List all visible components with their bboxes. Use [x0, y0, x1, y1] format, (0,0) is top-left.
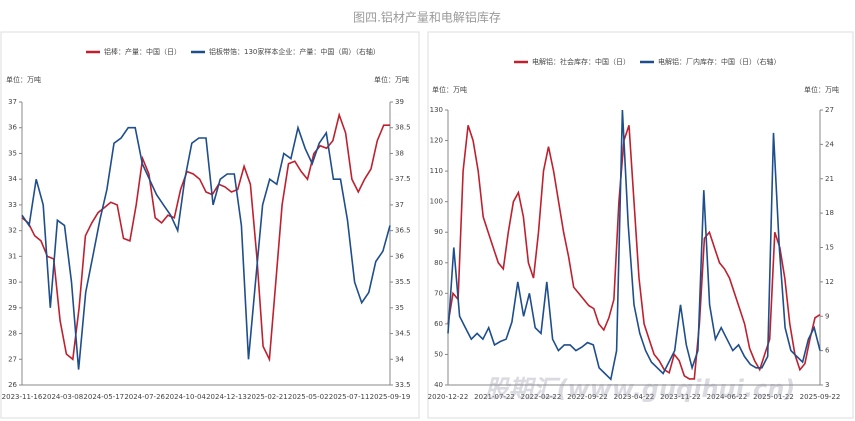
legend-label: 铝板带箔：130家样本企业：产量：中国（周）（右轴）	[209, 47, 380, 56]
y-tick-label: 40	[434, 381, 443, 389]
y-tick-label: 37	[8, 98, 17, 106]
y-tick-label: 33	[8, 201, 17, 209]
legend-label: 电解铝：社会库存：中国（日）	[532, 57, 630, 66]
y2-tick-label: 35	[395, 304, 404, 312]
x-tick-label: 2025-09-19	[370, 393, 411, 401]
y2-tick-label: 3	[825, 381, 829, 389]
x-tick-label: 2021-07-22	[474, 393, 515, 401]
y-tick-label: 90	[434, 228, 443, 236]
y-tick-label: 60	[434, 320, 443, 328]
y-axis-label: 单位：万吨	[432, 85, 467, 94]
page-title: 图四.铝材产量和电解铝库存	[353, 10, 501, 25]
x-tick-label: 2022-09-22	[567, 393, 608, 401]
y-tick-label: 70	[434, 289, 443, 297]
y-tick-label: 50	[434, 350, 443, 358]
y-tick-label: 27	[8, 355, 17, 363]
y2-tick-label: 33.5	[395, 381, 411, 389]
legend-label: 铝棒：产量：中国（日）	[104, 47, 181, 56]
x-tick-label: 2023-11-22	[660, 393, 701, 401]
y2-tick-label: 36.5	[395, 227, 411, 235]
y-tick-label: 34	[8, 175, 17, 183]
y-tick-label: 26	[8, 381, 17, 389]
y2-tick-label: 27	[825, 106, 834, 114]
y2-tick-label: 12	[825, 278, 834, 286]
x-tick-label: 2023-04-22	[614, 393, 655, 401]
y-tick-label: 30	[8, 278, 17, 286]
y-tick-label: 80	[434, 259, 443, 267]
y2-tick-label: 37.5	[395, 175, 411, 183]
y2-tick-label: 9	[825, 312, 829, 320]
x-tick-label: 2024-05-17	[83, 393, 124, 401]
series-line	[447, 109, 821, 381]
y2-tick-label: 38	[395, 149, 404, 157]
y-tick-label: 35	[8, 149, 17, 157]
x-tick-label: 2024-10-04	[165, 393, 206, 401]
y-tick-label: 100	[430, 198, 443, 206]
y2-tick-label: 21	[825, 175, 834, 183]
panel	[427, 31, 854, 419]
x-tick-label: 2025-07-11	[329, 393, 370, 401]
y2-tick-label: 36	[395, 252, 404, 260]
y-tick-label: 29	[8, 304, 17, 312]
y2-tick-label: 18	[825, 209, 834, 217]
series-line	[21, 124, 391, 370]
y-tick-label: 120	[430, 137, 443, 145]
x-tick-label: 2022-02-22	[521, 393, 562, 401]
x-tick-label: 2020-12-22	[428, 393, 469, 401]
y2-axis-label: 单位：万吨	[804, 85, 839, 94]
y2-tick-label: 35.5	[395, 278, 411, 286]
x-tick-label: 2023-11-16	[2, 393, 43, 401]
y-axis-label: 单位：万吨	[6, 75, 41, 84]
x-tick-label: 2024-03-08	[43, 393, 84, 401]
y2-tick-label: 34.5	[395, 330, 411, 338]
watermark: 股期汇(www.guqihui.cn)	[484, 375, 796, 403]
x-tick-label: 2025-09-22	[800, 393, 841, 401]
y2-tick-label: 15	[825, 244, 834, 252]
y-tick-label: 130	[430, 106, 443, 114]
y2-tick-label: 24	[825, 140, 834, 148]
panel	[0, 31, 420, 419]
y2-tick-label: 34	[395, 355, 404, 363]
y-tick-label: 28	[8, 330, 17, 338]
x-tick-label: 2025-02-21	[247, 393, 288, 401]
y2-tick-label: 39	[395, 98, 404, 106]
x-tick-label: 2024-07-26	[124, 393, 165, 401]
y-tick-label: 31	[8, 252, 17, 260]
y-tick-label: 110	[430, 167, 443, 175]
y-tick-label: 36	[8, 124, 17, 132]
y2-tick-label: 6	[825, 347, 830, 355]
legend-label: 电解铝：厂内库存：中国（日）（右轴）	[658, 57, 781, 66]
y2-tick-label: 38.5	[395, 124, 411, 132]
x-tick-label: 2025-01-22	[753, 393, 794, 401]
y-tick-label: 32	[8, 227, 17, 235]
series-line	[447, 125, 821, 380]
x-tick-label: 2025-05-02	[288, 393, 329, 401]
y2-axis-label: 单位：万吨	[374, 75, 409, 84]
x-tick-label: 2024-06-22	[707, 393, 748, 401]
x-tick-label: 2024-12-13	[206, 393, 247, 401]
y2-tick-label: 37	[395, 201, 404, 209]
series-line	[21, 112, 390, 363]
